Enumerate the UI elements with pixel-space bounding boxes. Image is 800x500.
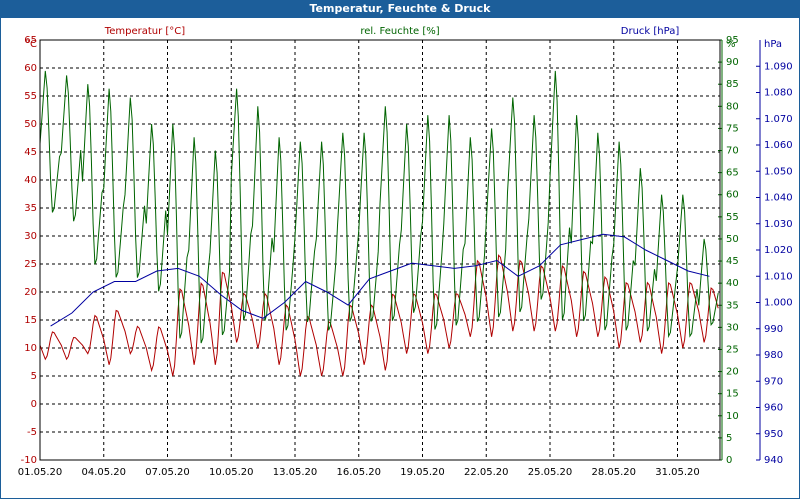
x-tick-label: 28.05.20 bbox=[591, 467, 636, 478]
y-tick-label-pressure: 1.080 bbox=[764, 88, 793, 99]
y-tick-label-humidity: 0 bbox=[726, 455, 732, 466]
x-tick-label: 04.05.20 bbox=[81, 467, 126, 478]
y-tick-label-pressure: 1.010 bbox=[764, 271, 793, 282]
axis-unit-temperature: °C bbox=[25, 39, 37, 50]
legend-pressure: Druck [hPa] bbox=[621, 26, 680, 37]
window-title: Temperatur, Feuchte & Druck bbox=[0, 0, 800, 18]
y-tick-label-temperature: 35 bbox=[24, 203, 37, 214]
y-tick-label-humidity: 20 bbox=[726, 367, 739, 378]
y-tick-label-temperature: 10 bbox=[24, 343, 37, 354]
y-tick-label-pressure: 1.050 bbox=[764, 166, 793, 177]
y-tick-label-humidity: 75 bbox=[726, 123, 739, 134]
y-tick-label-pressure: 1.030 bbox=[764, 219, 793, 230]
x-tick-label: 13.05.20 bbox=[273, 467, 318, 478]
y-tick-label-humidity: 35 bbox=[726, 300, 739, 311]
y-tick-label-humidity: 70 bbox=[726, 146, 739, 157]
y-tick-label-humidity: 50 bbox=[726, 234, 739, 245]
y-tick-label-temperature: 20 bbox=[24, 287, 37, 298]
y-tick-label-humidity: 15 bbox=[726, 389, 739, 400]
y-tick-label-humidity: 65 bbox=[726, 168, 739, 179]
series-line-pressure bbox=[50, 233, 710, 327]
x-tick-label: 10.05.20 bbox=[209, 467, 254, 478]
y-tick-label-pressure: 960 bbox=[764, 403, 783, 414]
y-tick-label-temperature: -10 bbox=[21, 455, 37, 466]
y-tick-label-temperature: 40 bbox=[24, 175, 37, 186]
y-tick-label-pressure: 1.040 bbox=[764, 193, 793, 204]
y-tick-label-temperature: 0 bbox=[31, 399, 37, 410]
x-tick-label: 16.05.20 bbox=[336, 467, 381, 478]
series-line-temperature bbox=[39, 254, 719, 377]
y-tick-label-temperature: 65 bbox=[24, 35, 37, 46]
y-tick-label-pressure: 1.020 bbox=[764, 245, 793, 256]
y-tick-label-temperature: 45 bbox=[24, 147, 37, 158]
y-tick-label-humidity: 55 bbox=[726, 212, 739, 223]
y-tick-label-humidity: 10 bbox=[726, 411, 739, 422]
y-tick-label-temperature: 5 bbox=[31, 371, 37, 382]
y-tick-label-pressure: 980 bbox=[764, 350, 783, 361]
y-tick-label-pressure: 990 bbox=[764, 324, 783, 335]
y-tick-label-humidity: 90 bbox=[726, 57, 739, 68]
y-tick-label-pressure: 940 bbox=[764, 455, 783, 466]
series-line-humidity bbox=[39, 70, 719, 344]
y-tick-label-humidity: 25 bbox=[726, 344, 739, 355]
y-tick-label-pressure: 1.060 bbox=[764, 140, 793, 151]
legend-humidity: rel. Feuchte [%] bbox=[360, 26, 439, 37]
y-tick-label-temperature: 15 bbox=[24, 315, 37, 326]
y-tick-label-pressure: 970 bbox=[764, 376, 783, 387]
y-tick-label-temperature: 25 bbox=[24, 259, 37, 270]
y-tick-label-humidity: 80 bbox=[726, 101, 739, 112]
y-tick-label-humidity: 40 bbox=[726, 278, 739, 289]
x-tick-label: 22.05.20 bbox=[464, 467, 509, 478]
y-tick-label-pressure: 1.070 bbox=[764, 114, 793, 125]
y-tick-label-humidity: 5 bbox=[726, 433, 732, 444]
y-tick-label-temperature: 55 bbox=[24, 91, 37, 102]
y-tick-label-pressure: 950 bbox=[764, 429, 783, 440]
y-tick-label-temperature: 30 bbox=[24, 231, 37, 242]
x-tick-label: 19.05.20 bbox=[400, 467, 445, 478]
legend-temperature: Temperatur [°C] bbox=[104, 26, 185, 37]
x-tick-label: 31.05.20 bbox=[655, 467, 700, 478]
series-layer bbox=[39, 70, 719, 377]
y-tick-label-temperature: 50 bbox=[24, 119, 37, 130]
plot-border bbox=[39, 39, 721, 461]
y-tick-label-humidity: 85 bbox=[726, 79, 739, 90]
y-tick-label-pressure: 1.000 bbox=[764, 298, 793, 309]
y-tick-label-temperature: 60 bbox=[24, 63, 37, 74]
y-tick-label-humidity: 95 bbox=[726, 35, 739, 46]
x-tick-label: 25.05.20 bbox=[528, 467, 573, 478]
y-tick-label-humidity: 60 bbox=[726, 190, 739, 201]
x-tick-label: 07.05.20 bbox=[145, 467, 190, 478]
y-tick-label-humidity: 30 bbox=[726, 322, 739, 333]
axis-unit-humidity: % bbox=[726, 39, 736, 50]
chart-frame bbox=[0, 18, 800, 499]
axis-unit-pressure: hPa bbox=[764, 39, 782, 50]
y-tick-label-humidity: 45 bbox=[726, 256, 739, 267]
tick-labels: 01.05.20 04.05.20 07.05.20 10.05.20 13.05.20… bbox=[18, 35, 793, 478]
grid bbox=[40, 39, 761, 461]
y-tick-label-pressure: 1.090 bbox=[764, 61, 793, 72]
x-tick-label: 01.05.20 bbox=[18, 467, 63, 478]
y-tick-label-temperature: -5 bbox=[27, 427, 37, 438]
